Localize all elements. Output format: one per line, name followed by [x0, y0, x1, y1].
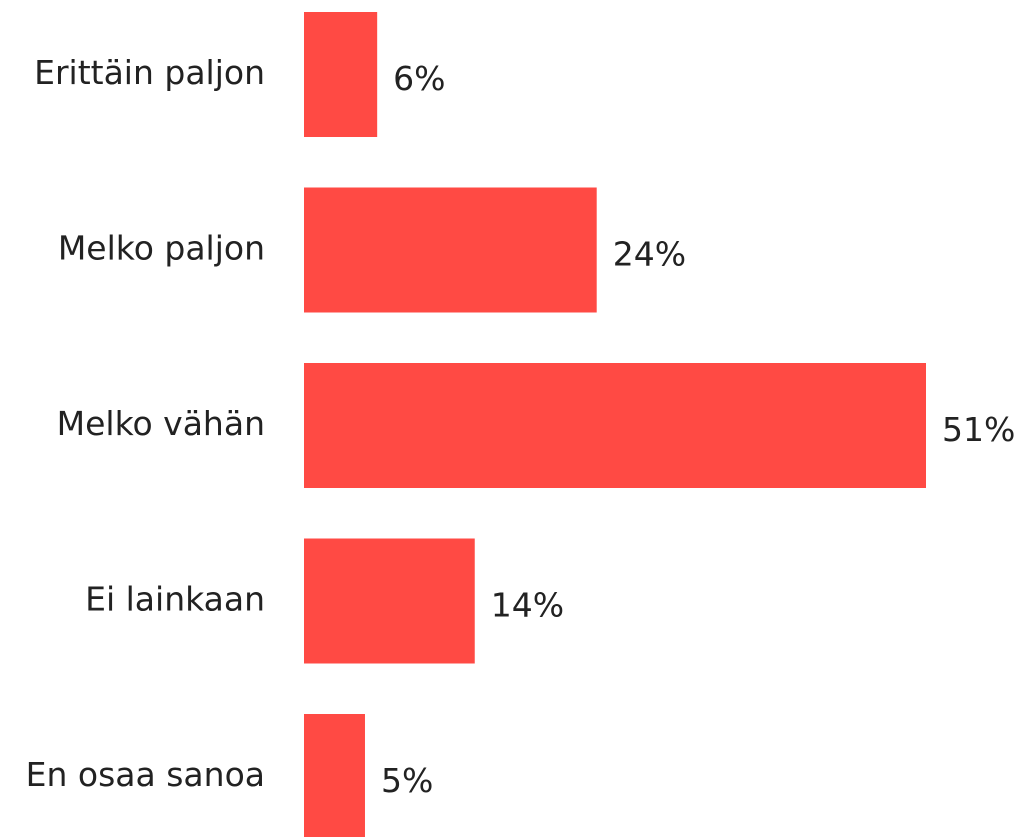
category-label: En osaa sanoa: [26, 755, 265, 794]
bar: [304, 538, 475, 664]
bar: [304, 714, 365, 837]
category-label: Erittäin paljon: [34, 53, 265, 92]
value-label: 51%: [942, 410, 1015, 449]
category-label: Melko paljon: [58, 229, 265, 268]
bar: [304, 12, 378, 137]
bar: [304, 363, 926, 488]
value-label: 6%: [393, 59, 445, 98]
category-label: Melko vähän: [57, 404, 265, 443]
bar: [304, 187, 597, 313]
value-label: 24%: [613, 235, 686, 274]
value-label: 14%: [491, 586, 564, 625]
value-label: 5%: [381, 761, 433, 800]
category-label: Ei lainkaan: [85, 580, 265, 619]
